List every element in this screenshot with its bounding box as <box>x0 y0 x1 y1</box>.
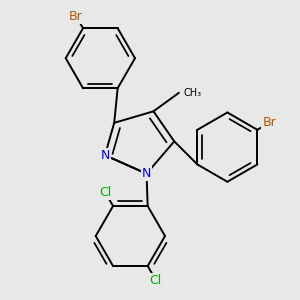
Text: Br: Br <box>262 116 276 129</box>
Text: CH₃: CH₃ <box>184 88 202 98</box>
Text: Cl: Cl <box>99 185 111 199</box>
Text: Cl: Cl <box>150 274 162 286</box>
Text: N: N <box>100 149 110 162</box>
Text: N: N <box>142 167 151 180</box>
Text: Br: Br <box>69 10 83 23</box>
